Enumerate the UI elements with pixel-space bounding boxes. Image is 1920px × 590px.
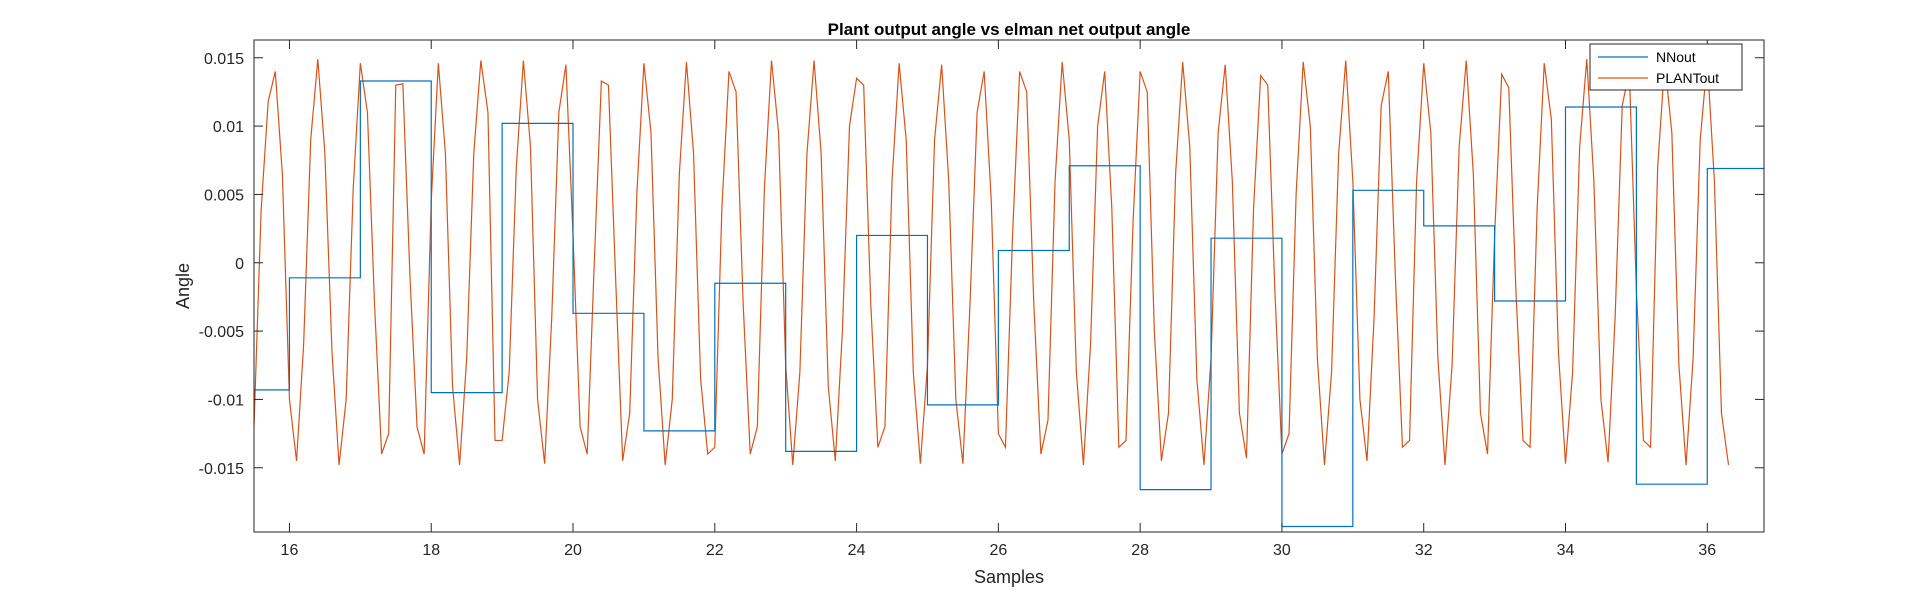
legend-label-plantout: PLANTout xyxy=(1656,70,1719,86)
x-tick-label: 22 xyxy=(706,542,724,559)
plot-area xyxy=(254,40,1764,532)
y-axis-label: Angle xyxy=(173,263,193,309)
x-tick-label: 18 xyxy=(422,542,440,559)
x-tick-label: 16 xyxy=(281,542,299,559)
y-tick-label: -0.01 xyxy=(208,392,245,409)
plot-frame xyxy=(253,39,1765,533)
x-tick-label: 20 xyxy=(564,542,582,559)
y-tick-label: 0 xyxy=(235,256,244,273)
x-tick-label: 36 xyxy=(1698,542,1716,559)
x-tick-label: 30 xyxy=(1273,542,1291,559)
chart-title: Plant output angle vs elman net output a… xyxy=(828,20,1191,39)
y-tick-label: 0.01 xyxy=(213,119,244,136)
y-tick-label: 0.005 xyxy=(204,187,244,204)
x-tick-label: 24 xyxy=(848,542,866,559)
x-tick-label: 28 xyxy=(1131,542,1149,559)
legend-label-nnout: NNout xyxy=(1656,49,1696,65)
y-tick-label: -0.015 xyxy=(199,461,244,478)
x-tick-label: 26 xyxy=(989,542,1007,559)
y-tick-label: -0.005 xyxy=(199,324,244,341)
x-tick-label: 34 xyxy=(1557,542,1575,559)
legend-box xyxy=(1589,43,1743,91)
tick-layer: 16 18 20 22 24 26 28 30 32 34 36 -0.015 -0.01 -0.005 0… xyxy=(199,40,1764,559)
legend: NNout PLANTout xyxy=(1589,43,1743,91)
plantout-series-line xyxy=(254,59,1730,466)
x-axis-label: Samples xyxy=(974,567,1044,587)
y-tick-label: 0.015 xyxy=(204,51,244,68)
series-layer xyxy=(254,59,1764,528)
x-tick-label: 32 xyxy=(1415,542,1433,559)
nnout-series-line xyxy=(254,80,1764,528)
